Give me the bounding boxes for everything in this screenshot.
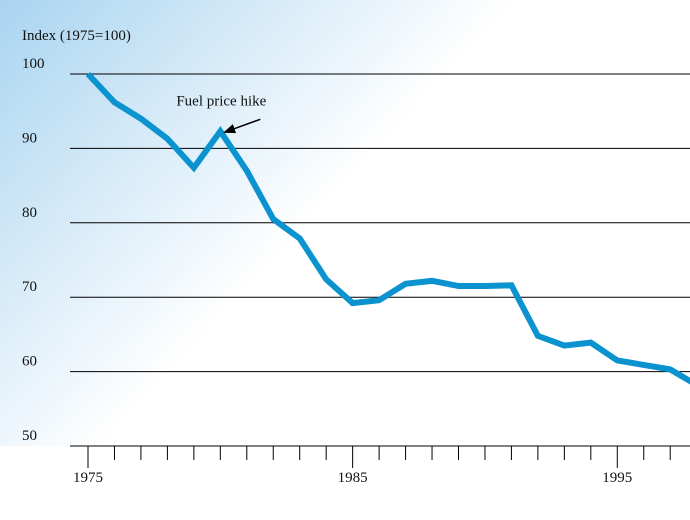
y-tick-label: 70 [22, 279, 37, 295]
y-tick-label: 80 [22, 205, 37, 221]
y-tick-label: 100 [22, 56, 45, 72]
y-axis-label: Index (1975=100) [22, 28, 131, 44]
y-tick-label: 50 [22, 428, 37, 444]
annotation-arrow [223, 118, 261, 134]
x-tick-label: 1975 [73, 470, 103, 486]
annotation: Fuel price hike [176, 93, 266, 109]
series-line [85, 71, 690, 385]
y-tick-label: 60 [22, 354, 37, 370]
x-tick-label: 1995 [602, 470, 632, 486]
x-tick-label: 1985 [338, 470, 368, 486]
y-tick-label: 90 [22, 130, 37, 146]
